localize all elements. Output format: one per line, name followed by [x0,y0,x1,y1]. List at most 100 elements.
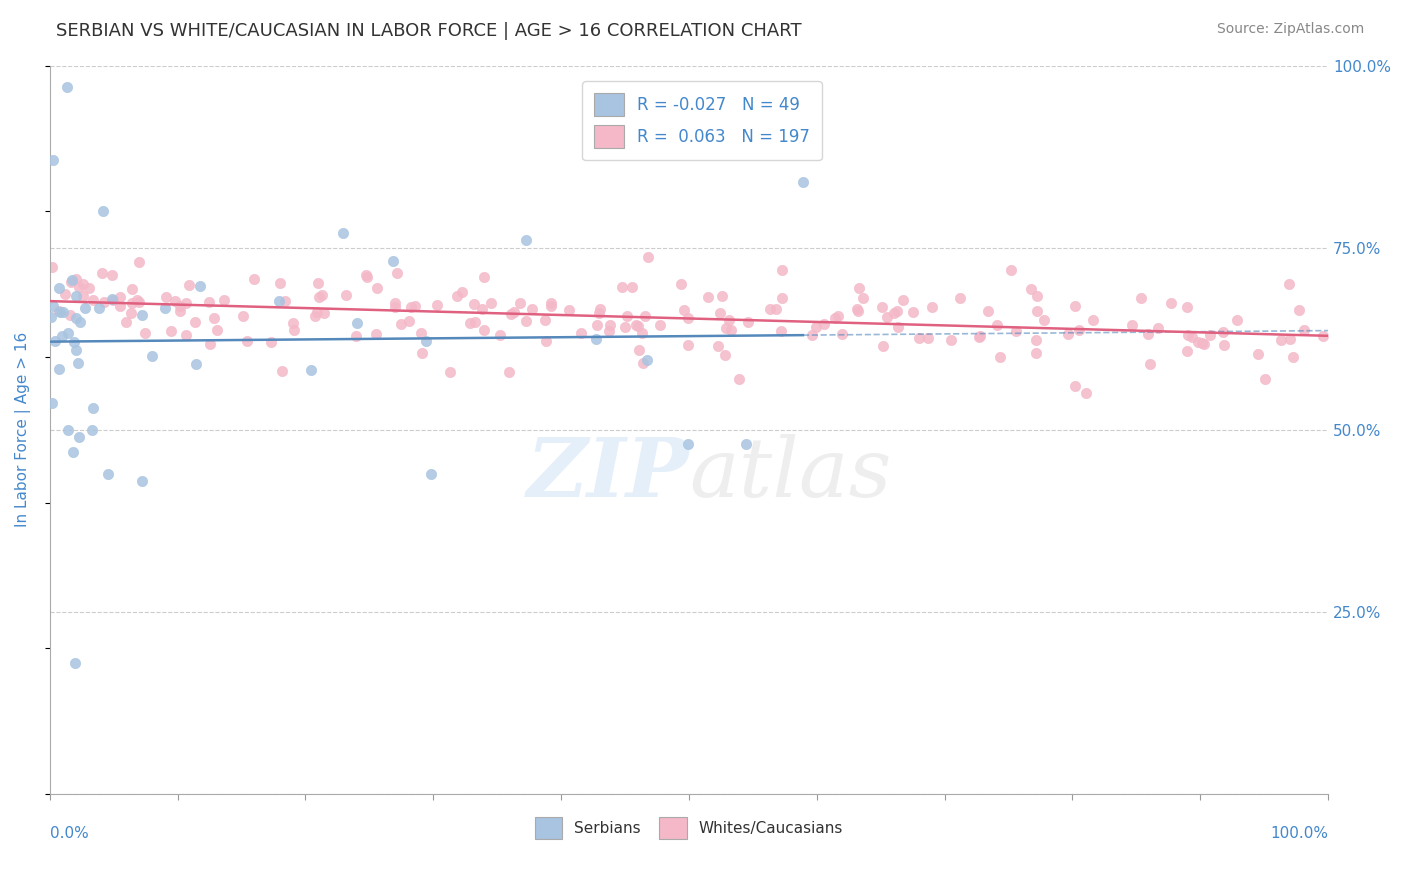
Point [1000,262,1022,277]
Point [48,281,70,295]
Point [1181,330,1204,344]
Point [534,312,557,326]
Point [82,423,104,437]
Point [720,323,742,337]
Point [269,294,291,309]
Point [56,423,79,437]
Point [65,272,87,286]
Point [770,262,793,277]
Point [598,325,620,339]
Point [1177,301,1199,315]
Point [852,292,875,306]
Point [311,288,333,302]
Point [344,329,367,343]
Point [501,308,523,322]
Point [1226,312,1249,326]
Point [1191,336,1213,351]
Point [735,437,758,451]
Point [87,301,110,316]
Point [1063,379,1085,393]
Y-axis label: In Labor Force | Age > 16: In Labor Force | Age > 16 [15,332,31,527]
Point [134,326,156,341]
Point [628,343,651,358]
Point [67,356,90,370]
Point [63,656,86,670]
Point [404,299,426,313]
Point [115,315,138,329]
Point [451,285,474,300]
Point [59,275,82,289]
Point [446,289,468,303]
Text: Source: ZipAtlas.com: Source: ZipAtlas.com [1216,22,1364,37]
Point [131,308,153,322]
Point [97,467,120,481]
Point [697,290,720,304]
Point [678,437,700,451]
Point [243,272,266,286]
Point [1187,335,1209,350]
Point [101,293,124,307]
Point [1312,329,1334,343]
Point [831,327,853,342]
Point [872,300,894,314]
Point [718,313,741,327]
Point [1026,289,1049,303]
Point [588,306,610,320]
Point [472,270,495,285]
Point [540,296,562,310]
Point [669,277,692,292]
Point [472,323,495,337]
Point [79,281,101,295]
Point [128,295,150,310]
Point [479,296,502,310]
Point [48,362,70,376]
Point [599,318,621,332]
Point [67,279,90,293]
Point [1136,327,1159,342]
Point [1282,350,1305,364]
Point [153,301,176,316]
Point [82,293,104,307]
Point [48,304,70,318]
Point [1021,282,1043,296]
Point [637,250,659,264]
Point [415,334,437,348]
Point [515,234,537,248]
Point [56,326,79,340]
Point [1121,318,1143,333]
Point [65,289,87,303]
Point [800,327,823,342]
Point [53,287,76,301]
Point [631,355,654,369]
Point [887,319,910,334]
Point [108,290,131,304]
Point [765,302,787,317]
Point [39,310,62,324]
Point [304,309,326,323]
Point [949,291,972,305]
Point [312,306,335,320]
Point [1074,386,1097,401]
Point [174,295,197,310]
Point [1254,372,1277,386]
Point [1270,334,1292,348]
Point [891,293,914,308]
Point [120,306,142,320]
Point [439,365,461,379]
Text: 0.0%: 0.0% [49,826,89,841]
Point [569,326,592,340]
Point [1025,333,1047,347]
Point [1278,332,1301,346]
Point [184,357,207,371]
Point [917,331,939,345]
Point [141,349,163,363]
Point [346,316,368,330]
Point [1177,328,1199,343]
Legend: Serbians, Whites/Caucasians: Serbians, Whites/Caucasians [529,811,849,845]
Text: atlas: atlas [689,434,891,514]
Point [308,290,330,304]
Point [1056,326,1078,341]
Point [207,323,229,337]
Point [41,395,63,409]
Point [901,305,924,319]
